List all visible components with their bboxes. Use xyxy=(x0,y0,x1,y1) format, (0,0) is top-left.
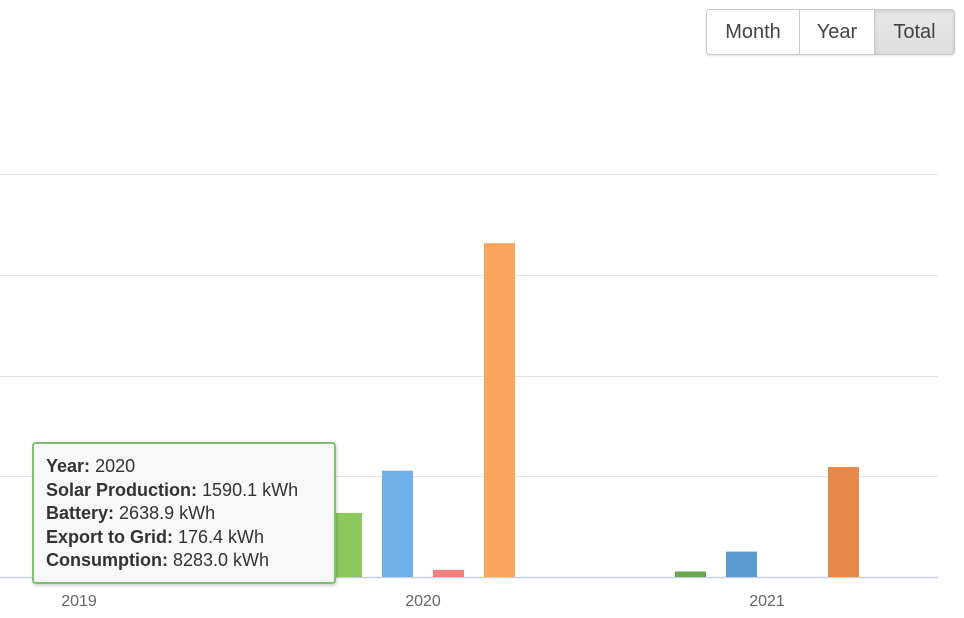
x-tick-label: 2020 xyxy=(405,593,441,610)
month-button[interactable]: Month xyxy=(707,10,800,54)
tooltip-row-year: Year: 2020 xyxy=(46,455,322,479)
x-axis: 2019 2020 2021 xyxy=(61,593,785,610)
tooltip-label: Consumption: xyxy=(46,550,168,570)
tooltip-label: Battery: xyxy=(46,503,115,523)
bar-solar-production-2020[interactable] xyxy=(331,512,362,577)
tooltip-label: Solar Production: xyxy=(46,479,198,500)
chart-tooltip: Year: 2020 Solar Production: 1590.1 kWh … xyxy=(32,442,336,584)
x-tick-label: 2019 xyxy=(61,593,97,610)
bar-solar-production-2021[interactable] xyxy=(675,571,706,578)
x-tick-label: 2021 xyxy=(749,593,785,610)
tooltip-label: Export to Grid: xyxy=(46,526,173,547)
year-button[interactable]: Year xyxy=(800,10,875,54)
bar-consumption-2021[interactable] xyxy=(828,467,859,577)
total-button[interactable]: Total xyxy=(875,10,954,54)
bar-battery-2020[interactable] xyxy=(382,470,413,577)
tooltip-value: 2020 xyxy=(95,456,136,476)
bar-export-to-grid-2020[interactable] xyxy=(433,569,464,577)
tooltip-row-export-to-grid: Export to Grid: 176.4 kWh xyxy=(46,526,322,550)
tooltip-value: 176.4 kWh xyxy=(178,526,265,547)
bar-consumption-2020[interactable] xyxy=(484,243,515,577)
bar-series xyxy=(331,243,859,577)
tooltip-row-consumption: Consumption: 8283.0 kWh xyxy=(46,549,322,573)
tooltip-value: 8283.0 kWh xyxy=(173,550,270,570)
tooltip-value: 2638.9 kWh xyxy=(119,503,216,523)
tooltip-label: Year: xyxy=(46,456,91,476)
tooltip-row-battery: Battery: 2638.9 kWh xyxy=(46,502,322,526)
tooltip-value: 1590.1 kWh xyxy=(202,479,299,500)
bar-battery-2021[interactable] xyxy=(726,551,757,577)
period-toggle: Month Year Total xyxy=(706,9,955,55)
tooltip-row-solar-production: Solar Production: 1590.1 kWh xyxy=(46,479,322,503)
